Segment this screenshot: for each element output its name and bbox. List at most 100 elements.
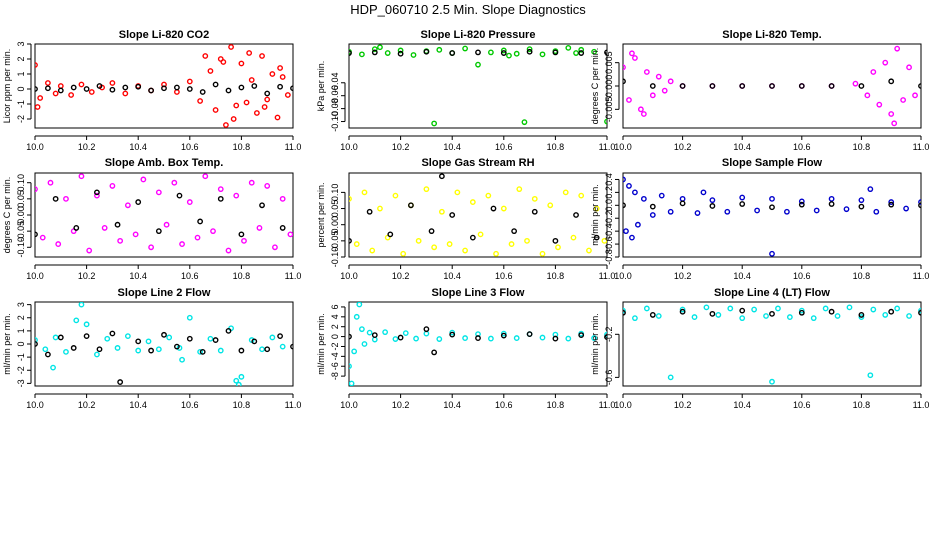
data-point xyxy=(539,250,546,257)
overlay-point xyxy=(122,84,129,91)
overlay-point xyxy=(739,307,746,314)
data-point xyxy=(867,186,874,193)
data-point xyxy=(798,307,805,314)
data-point xyxy=(259,346,265,353)
data-point xyxy=(377,44,383,51)
overlay-point xyxy=(135,338,142,345)
data-point xyxy=(50,364,56,371)
overlay-point xyxy=(511,228,518,235)
y-tick-label: -0.10 xyxy=(330,247,340,268)
data-point xyxy=(371,46,378,53)
overlay-point xyxy=(709,203,716,209)
data-point xyxy=(709,197,716,204)
x-tick-label: 10.2 xyxy=(674,400,692,410)
overlay-point xyxy=(475,335,481,341)
x-tick-label: 10.6 xyxy=(181,142,199,152)
overlay-point xyxy=(225,327,232,334)
data-point xyxy=(873,208,880,215)
x-tick-label: 10.6 xyxy=(495,400,513,410)
data-point xyxy=(202,53,209,59)
panel-5: Slope Gas Stream RH percent per min. 10.0 1… xyxy=(316,157,615,281)
x-tick-label: 10.2 xyxy=(78,142,96,152)
overlay-point xyxy=(604,49,607,56)
y-tick-label: -2 xyxy=(330,342,340,350)
overlay-point xyxy=(35,86,38,92)
data-point xyxy=(186,314,193,321)
overlay-point xyxy=(679,200,686,207)
x-tick-label: 10.8 xyxy=(233,271,251,281)
overlay-point xyxy=(217,195,224,202)
overlay-point xyxy=(449,50,456,56)
data-point xyxy=(626,97,632,103)
x-tick-label: 10.8 xyxy=(853,271,871,281)
data-point xyxy=(754,207,760,214)
data-point xyxy=(643,305,650,312)
data-point xyxy=(649,212,656,218)
data-point xyxy=(410,52,417,58)
data-point xyxy=(846,304,853,311)
data-point xyxy=(259,53,265,59)
data-point xyxy=(477,231,484,238)
data-point xyxy=(724,208,731,215)
data-point xyxy=(238,373,245,380)
data-point xyxy=(562,189,569,196)
overlay-point xyxy=(798,309,805,316)
data-point xyxy=(906,313,912,319)
overlay-point xyxy=(45,85,51,92)
data-point xyxy=(78,173,85,180)
x-tick-label: 10.0 xyxy=(340,271,358,281)
overlay-point xyxy=(888,78,895,85)
data-point xyxy=(233,102,240,109)
data-point xyxy=(623,228,629,235)
data-point xyxy=(88,89,95,95)
y-tick-label: -0.6 xyxy=(604,236,614,252)
y-tick-label: -0.08 xyxy=(330,98,340,119)
y-tick-label: -0.6 xyxy=(604,370,614,386)
y-axis-label: degrees C per min. xyxy=(590,48,600,125)
plot-frame xyxy=(622,301,922,387)
data-point xyxy=(104,335,111,342)
data-point xyxy=(52,90,59,97)
overlay-point xyxy=(173,343,180,350)
data-point xyxy=(526,46,533,53)
data-point xyxy=(570,234,577,241)
y-tick-label: 6 xyxy=(330,304,340,309)
overlay-point xyxy=(114,221,121,228)
overlay-point xyxy=(423,48,430,55)
y-tick-label: 0 xyxy=(16,86,26,91)
overlay-point xyxy=(649,83,656,89)
y-tick-label: -0.05 xyxy=(16,221,26,242)
overlay-point xyxy=(349,50,352,56)
x-tick-label: 10.8 xyxy=(233,142,251,152)
overlay-point xyxy=(251,338,258,345)
data-point xyxy=(906,64,912,71)
data-point xyxy=(632,55,638,61)
data-point xyxy=(35,337,38,343)
data-point xyxy=(769,250,775,257)
overlay-point xyxy=(649,312,656,318)
overlay-point xyxy=(109,86,116,93)
data-point xyxy=(274,114,281,121)
overlay-point xyxy=(161,331,167,338)
y-tick-label: 0.00 xyxy=(16,206,26,224)
data-point xyxy=(166,334,173,341)
y-tick-label: 0 xyxy=(16,341,26,346)
data-point xyxy=(586,247,592,254)
data-point xyxy=(643,69,650,75)
data-point xyxy=(900,97,907,103)
plot-frame xyxy=(348,301,608,387)
y-tick-label: -6 xyxy=(330,362,340,370)
data-point xyxy=(351,348,358,355)
x-tick-label: 10.8 xyxy=(233,400,251,410)
data-point xyxy=(623,176,626,183)
data-point xyxy=(446,241,453,247)
data-point xyxy=(248,179,255,186)
data-point xyxy=(547,202,554,209)
overlay-point xyxy=(438,173,445,180)
y-tick-label: -2 xyxy=(16,115,26,123)
point-layer xyxy=(623,176,921,257)
y-tick-label: 2 xyxy=(330,324,340,329)
data-point xyxy=(86,247,93,254)
data-point xyxy=(565,335,572,342)
